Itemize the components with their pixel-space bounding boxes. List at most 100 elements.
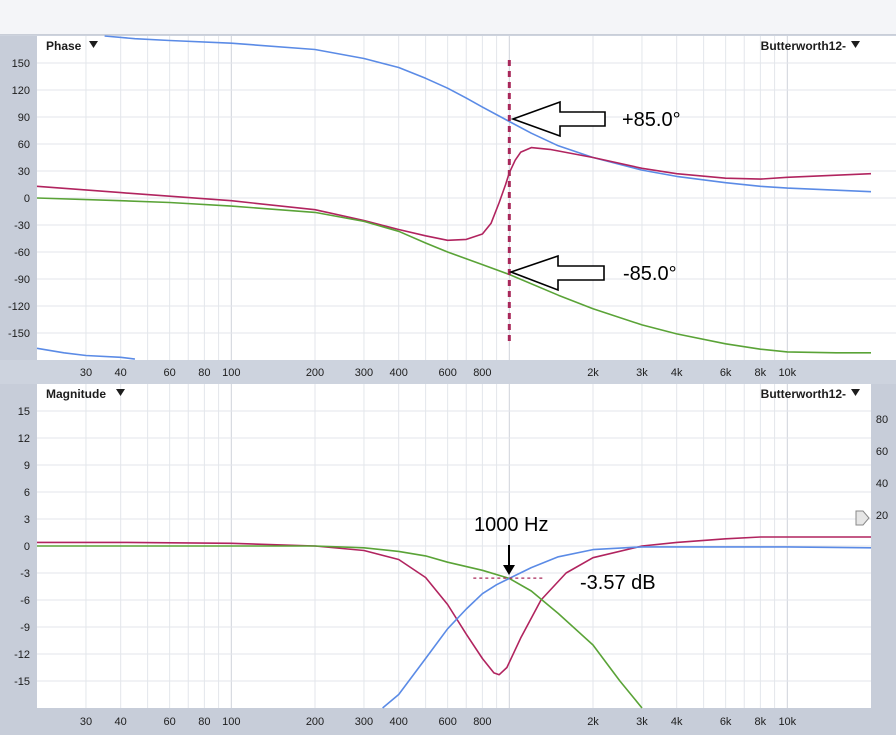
arrow-left-icon: [510, 100, 606, 138]
magnitude-x-tick-label: 80: [198, 716, 210, 728]
phase-x-tick-label: 6k: [720, 367, 732, 379]
magnitude-right-axis: 80 60 40 20: [876, 414, 888, 522]
phase-y-tick-label: -150: [8, 328, 30, 340]
magnitude-preset-label: Butterworth12-: [761, 387, 846, 401]
phase-y-tick-label: 90: [18, 112, 30, 124]
phase-y-tick-label: -60: [14, 247, 30, 259]
magnitude-y-tick-label: -12: [14, 649, 30, 661]
magnitude-right-tick-label: 80: [876, 414, 888, 426]
magnitude-x-tick-label: 6k: [720, 716, 732, 728]
phase-y-tick-label: -30: [14, 220, 30, 232]
magnitude-x-tick-label: 400: [390, 716, 408, 728]
arrow-down-icon: [503, 565, 515, 575]
phase-lower-annotation: -85.0°: [508, 254, 677, 292]
magnitude-x-tick-label: 200: [306, 716, 324, 728]
crossover-annotation: 1000 Hz -3.57 dB: [474, 514, 656, 594]
phase-x-tick-label: 80: [198, 367, 210, 379]
phase-x-tick-label: 600: [438, 367, 456, 379]
phase-upper-label: +85.0°: [622, 109, 681, 131]
triangle-down-icon: [116, 389, 125, 396]
magnitude-x-tick-label: 3k: [636, 716, 648, 728]
magnitude-x-tick-label: 30: [80, 716, 92, 728]
magnitude-x-tick-label: 2k: [587, 716, 599, 728]
magnitude-right-tick-label: 40: [876, 478, 888, 490]
crossover-level-label: -3.57 dB: [580, 572, 656, 594]
phase-y-tick-label: 0: [24, 193, 30, 205]
magnitude-y-tick-label: -15: [14, 676, 30, 688]
phase-x-tick-label: 2k: [587, 367, 599, 379]
phase-x-tick-label: 3k: [636, 367, 648, 379]
phase-upper-annotation: +85.0°: [510, 100, 681, 138]
magnitude-y-tick-label: -9: [20, 622, 30, 634]
phase-x-tick-label: 400: [390, 367, 408, 379]
phase-x-tick-label: 60: [164, 367, 176, 379]
magnitude-curve-blue: [382, 546, 872, 709]
phase-curves: [36, 35, 872, 360]
magnitude-x-tick-label: 4k: [671, 716, 683, 728]
phase-title: Phase: [46, 39, 82, 53]
triangle-down-icon: [89, 41, 98, 48]
magnitude-x-tick-label: 8k: [755, 716, 767, 728]
magnitude-right-tick-label: 60: [876, 446, 888, 458]
phase-y-tick-label: 150: [12, 58, 30, 70]
phase-x-tick-label: 8k: [755, 367, 767, 379]
phase-y-tick-label: 120: [12, 85, 30, 97]
magnitude-x-tick-label: 300: [355, 716, 373, 728]
phase-x-tick-label: 800: [473, 367, 491, 379]
magnitude-title-menu[interactable]: Magnitude: [46, 387, 125, 401]
magnitude-curve-green: [37, 545, 643, 709]
phase-lower-label: -85.0°: [623, 263, 677, 285]
magnitude-x-tick-label: 60: [164, 716, 176, 728]
magnitude-x-tick-label: 800: [473, 716, 491, 728]
phase-y-tick-label: 60: [18, 139, 30, 151]
magnitude-x-tick-label: 40: [115, 716, 127, 728]
phase-title-menu[interactable]: Phase: [46, 39, 98, 53]
phase-curve-red: [36, 146, 872, 242]
magnitude-y-tick-label: -6: [20, 595, 30, 607]
phase-x-tick-label: 200: [306, 367, 324, 379]
magnitude-y-tick-label: 6: [24, 487, 30, 499]
magnitude-y-tick-label: 9: [24, 460, 30, 472]
phase-x-tick-label: 100: [222, 367, 240, 379]
phase-curve-green: [36, 197, 871, 354]
magnitude-y-tick-label: -3: [20, 568, 30, 580]
magnitude-y-tick-label: 3: [24, 514, 30, 526]
magnitude-title: Magnitude: [46, 387, 106, 401]
triangle-right-icon[interactable]: [855, 510, 870, 526]
phase-y-tick-label: 30: [18, 166, 30, 178]
magnitude-x-tick-label: 10k: [778, 716, 796, 728]
magnitude-curve-red: [37, 536, 871, 676]
magnitude-x-tick-label: 100: [222, 716, 240, 728]
magnitude-x-axis: 30 40 60 80 100 200 300 400 600 800 2k 3k 4k 6k 8k 10k: [80, 716, 797, 728]
arrow-left-icon: [508, 254, 605, 292]
triangle-down-icon: [851, 41, 860, 48]
phase-x-tick-label: 30: [80, 367, 92, 379]
magnitude-x-tick-label: 600: [438, 716, 456, 728]
phase-curve-blue: [36, 347, 136, 360]
phase-x-tick-label: 40: [115, 367, 127, 379]
top-toolbar: [0, 0, 896, 35]
magnitude-curves: [37, 536, 872, 709]
phase-y-axis: 150 120 90 60 30 0 -30 -60 -90 -120 -150: [8, 58, 30, 340]
phase-x-tick-label: 300: [355, 367, 373, 379]
magnitude-y-tick-label: 15: [18, 406, 30, 418]
phase-x-tick-label: 10k: [778, 367, 796, 379]
magnitude-y-tick-label: 12: [18, 433, 30, 445]
magnitude-preset-menu[interactable]: Butterworth12-: [761, 387, 860, 401]
triangle-down-icon: [851, 389, 860, 396]
phase-curve-blue: [104, 35, 872, 193]
phase-y-tick-label: -90: [14, 274, 30, 286]
magnitude-right-tick-label: 20: [876, 510, 888, 522]
phase-preset-menu[interactable]: Butterworth12-: [761, 39, 860, 53]
phase-y-tick-label: -120: [8, 301, 30, 313]
phase-x-tick-label: 4k: [671, 367, 683, 379]
magnitude-y-axis: 15 12 9 6 3 0 -3 -6 -9 -12 -15: [14, 406, 30, 688]
phase-preset-label: Butterworth12-: [761, 39, 846, 53]
phase-x-axis: 30 40 60 80 100 200 300 400 600 800 2k 3k 4k 6k 8k 10k: [80, 367, 797, 379]
magnitude-y-tick-label: 0: [24, 541, 30, 553]
crossover-freq-label: 1000 Hz: [474, 514, 549, 536]
